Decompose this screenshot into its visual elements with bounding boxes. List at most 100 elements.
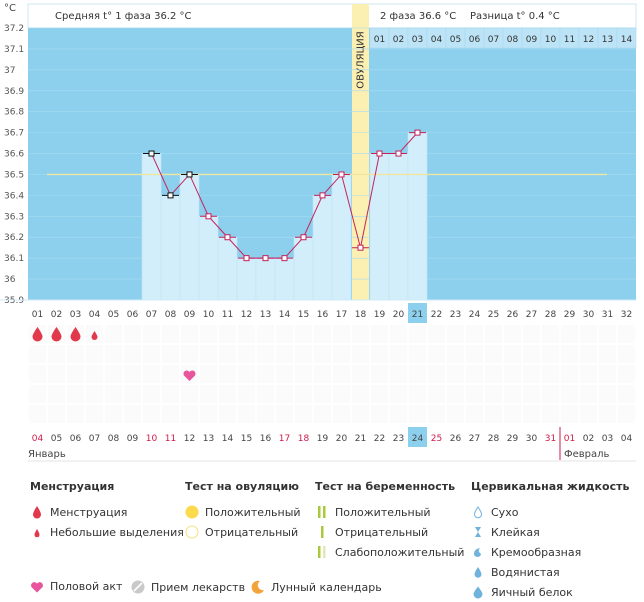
cycle-day-label: 09 [184, 310, 196, 320]
symptom-cell [447, 325, 464, 343]
symptom-cell [371, 405, 388, 423]
y-tick-label: 36.9 [4, 87, 24, 97]
symptom-cell [86, 345, 103, 363]
legend-label: Кремообразная [491, 545, 582, 559]
small-drop-icon [30, 524, 44, 540]
legend-title: Тест на овуляцию [185, 480, 299, 493]
temperature-point [167, 192, 174, 199]
symptom-cell [162, 325, 179, 343]
symptom-cell [561, 365, 578, 383]
symptom-cell [390, 345, 407, 363]
symptom-cell [295, 325, 312, 343]
calendar-date-label: 11 [165, 434, 176, 444]
temperature-bar [407, 132, 428, 301]
symptom-cell [48, 405, 65, 423]
symptom-cell [352, 385, 369, 403]
temperature-point [224, 234, 231, 241]
pill-icon [131, 580, 145, 594]
symptom-cell [200, 325, 217, 343]
symptom-cell [561, 385, 578, 403]
symptom-cell [333, 325, 350, 343]
symptom-cell [352, 405, 369, 423]
legend-cervical: Цервикальная жидкость Сухо Клейкая Кремо… [471, 480, 629, 602]
symptom-cell [48, 365, 65, 383]
symptom-cell [371, 365, 388, 383]
cycle-day-label: 01 [32, 310, 43, 320]
cycle-day-label: 18 [355, 310, 367, 320]
temperature-bar [198, 216, 219, 301]
calendar-date-label: 28 [488, 434, 500, 444]
cycle-day-label: 13 [260, 310, 271, 320]
cycle-day-label: 06 [127, 310, 139, 320]
temperature-point [338, 171, 345, 178]
symptom-cell [29, 405, 46, 423]
calendar-date-label: 23 [393, 434, 404, 444]
legend-intercourse: Половой акт [30, 580, 122, 593]
symptom-cell [257, 345, 274, 363]
post-ovulation-day-label: 02 [393, 35, 404, 45]
phase1-average: Средняя t° 1 фаза 36.2 °C [55, 11, 192, 22]
symptom-cell [333, 405, 350, 423]
symptom-cell [124, 325, 141, 343]
legend-item-weak: Слабоположительный [315, 542, 464, 562]
symptom-cell [143, 345, 160, 363]
temperature-bar [369, 153, 390, 301]
symptom-cell [485, 405, 502, 423]
legend-title: Тест на беременность [315, 480, 456, 493]
symptom-cell [181, 385, 198, 403]
legend-item-spotting: Небольшие выделения [30, 522, 184, 542]
y-tick-label: 36.8 [4, 108, 24, 118]
symptom-cell [162, 345, 179, 363]
y-tick-label: 36 [4, 275, 16, 285]
symptom-cell [504, 345, 521, 363]
symptom-cell [618, 345, 635, 363]
symptom-cell [523, 365, 540, 383]
month-label: Февраль [564, 449, 610, 460]
legend-label: Клейкая [491, 525, 540, 539]
calendar-date-label: 14 [222, 434, 234, 444]
calendar-date-label: 20 [336, 434, 348, 444]
symptom-cell [29, 365, 46, 383]
symptom-cell [276, 405, 293, 423]
symptom-cell [314, 385, 331, 403]
temperature-bar [293, 236, 314, 301]
symptom-cell [504, 365, 521, 383]
temperature-bar [179, 174, 200, 301]
legend-item-watery: Водянистая [471, 562, 629, 582]
temperature-bar [274, 257, 295, 301]
cycle-day-label: 14 [279, 310, 291, 320]
eggwhite-drop-icon [471, 584, 485, 600]
symptom-cell [238, 345, 255, 363]
symptom-cell [542, 325, 559, 343]
symptom-cell [542, 345, 559, 363]
outline-circle-icon [185, 524, 199, 540]
post-ovulation-day-label: 14 [621, 35, 633, 45]
legend-label: Лунный календарь [271, 580, 382, 594]
symptom-cell [238, 405, 255, 423]
single-bar-icon [315, 524, 329, 540]
legend-label: Отрицательный [205, 525, 299, 539]
calendar-date-label: 04 [621, 434, 633, 444]
symptom-cell [599, 345, 616, 363]
hourglass-icon [471, 524, 485, 540]
y-tick-label: 36.3 [4, 212, 24, 222]
symptom-cell [257, 385, 274, 403]
legend-item-menstruation: Менструация [30, 502, 184, 522]
watery-drop-icon [471, 564, 485, 580]
cycle-day-label: 12 [241, 310, 252, 320]
symptom-cell [409, 325, 426, 343]
symptom-cell [276, 385, 293, 403]
legend-menstruation: Менструация Менструация Небольшие выделе… [30, 480, 184, 542]
cycle-day-label: 20 [393, 310, 405, 320]
temperature-point [205, 213, 212, 220]
temperature-bar [388, 153, 409, 301]
symptom-cell [48, 345, 65, 363]
symptom-cell [523, 345, 540, 363]
y-tick-label: 37 [4, 66, 15, 76]
symptom-cell [257, 365, 274, 383]
symptom-cell [219, 385, 236, 403]
symptom-cell [447, 405, 464, 423]
legend-label: Менструация [50, 505, 128, 519]
symptom-cell [314, 345, 331, 363]
legend-item-negative: Отрицательный [315, 522, 464, 542]
